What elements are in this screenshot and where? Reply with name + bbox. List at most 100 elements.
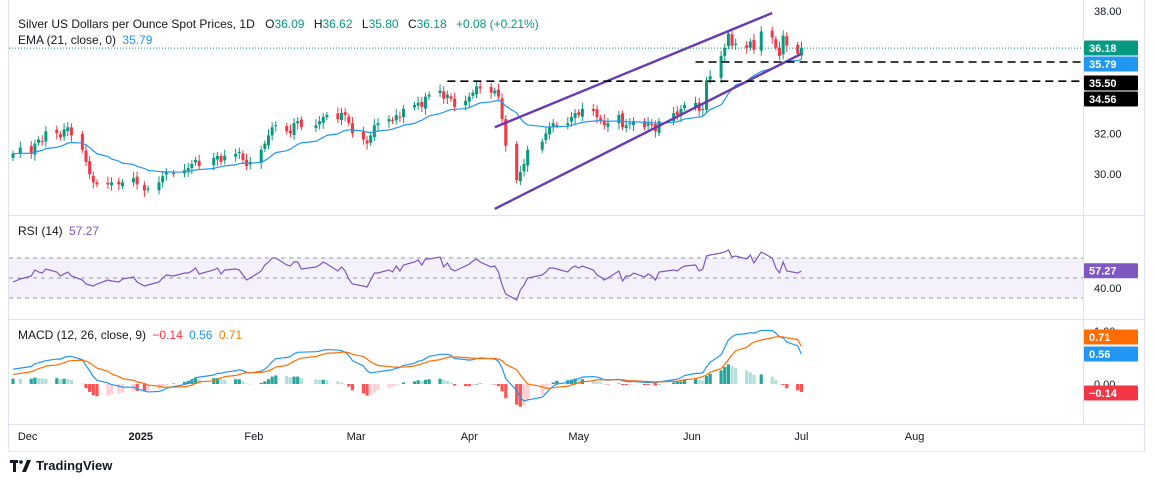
macd-histogram-bar bbox=[704, 376, 709, 384]
macd-histogram-bar bbox=[172, 383, 176, 384]
candle-body bbox=[142, 185, 146, 191]
signal-line bbox=[12, 336, 802, 389]
candle-body bbox=[799, 47, 803, 56]
macd-histogram-bar bbox=[135, 384, 139, 391]
macd-histogram-bar bbox=[288, 377, 292, 384]
macd-label: MACD (12, 26, close, 9) bbox=[18, 328, 147, 342]
price-tick-label: 32.00 bbox=[1094, 128, 1122, 140]
macd-value-label bbox=[1084, 346, 1138, 362]
macd-histogram-bar bbox=[442, 379, 446, 384]
macd-histogram-bar bbox=[719, 370, 723, 384]
candle-body bbox=[555, 124, 559, 126]
macd-histogram-bar bbox=[223, 379, 227, 384]
candle-body bbox=[427, 94, 431, 97]
macd-histogram-bar bbox=[339, 382, 344, 384]
candle-body bbox=[420, 101, 424, 107]
macd-histogram-bar bbox=[29, 378, 33, 384]
candle-body bbox=[263, 143, 267, 149]
candle-body bbox=[726, 33, 730, 47]
macd-histogram-bar bbox=[296, 376, 300, 384]
macd-histogram-bar bbox=[752, 374, 756, 384]
candle-body bbox=[361, 131, 365, 140]
macd-histogram-bar bbox=[427, 379, 431, 384]
macd-histogram-bar bbox=[595, 381, 599, 384]
candle-body bbox=[110, 182, 114, 186]
macd-histogram-bar bbox=[799, 384, 803, 392]
candle-body bbox=[234, 153, 238, 157]
macd-histogram-bar bbox=[343, 384, 347, 385]
chart-svg[interactable]: 38.00 32.00 30.00 36.18 35.79 35.50 34.56 40.00… bbox=[9, 0, 1146, 452]
candle-body bbox=[496, 89, 500, 97]
macd-histogram-bar bbox=[117, 384, 121, 394]
macd-histogram-bar bbox=[453, 384, 457, 386]
macd-histogram-bar bbox=[266, 379, 271, 384]
macd-histogram-bar bbox=[569, 379, 574, 384]
candle-body bbox=[515, 144, 519, 181]
macd-histogram-bar bbox=[496, 384, 501, 387]
macd-histogram-bar bbox=[526, 384, 530, 400]
candle-body bbox=[267, 135, 270, 146]
macd-histogram-bar bbox=[423, 379, 428, 384]
macd-histogram-bar bbox=[80, 383, 84, 384]
macd-line-value: 0.56 bbox=[189, 328, 213, 342]
ema-legend: EMA (21, close, 0) 35.79 bbox=[18, 33, 155, 47]
candle-body bbox=[416, 102, 420, 106]
time-axis-label: 2025 bbox=[129, 431, 153, 443]
macd-histogram-bar bbox=[551, 382, 555, 384]
macd-histogram-bar bbox=[259, 382, 263, 384]
candle-body bbox=[241, 153, 245, 160]
macd-histogram-bar bbox=[617, 383, 621, 384]
candle-body bbox=[369, 135, 373, 143]
candle-body bbox=[398, 116, 402, 118]
candle-body bbox=[172, 172, 176, 175]
macd-histogram-bar bbox=[270, 376, 274, 384]
macd-histogram-bar bbox=[620, 384, 625, 386]
candle-body bbox=[734, 43, 738, 45]
candle-body bbox=[95, 182, 99, 185]
macd-line bbox=[12, 329, 802, 402]
macd-histogram-bar bbox=[325, 380, 329, 384]
macd-histogram-bar bbox=[245, 383, 249, 384]
candle-body bbox=[299, 119, 303, 128]
candle-body bbox=[62, 129, 66, 137]
rsi-value-label-text: 57.27 bbox=[1089, 266, 1117, 278]
macd-histogram-bar bbox=[675, 381, 679, 384]
candle-body bbox=[642, 121, 646, 128]
ema-value: 35.79 bbox=[122, 33, 153, 47]
macd-histogram-bar bbox=[401, 382, 406, 384]
candle-body bbox=[478, 86, 482, 89]
macd-histogram-bar bbox=[602, 384, 606, 385]
candle-body bbox=[540, 141, 544, 150]
macd-histogram-bar bbox=[770, 376, 774, 384]
tradingview-logo[interactable]: TradingView bbox=[10, 458, 112, 473]
macd-histogram-bar bbox=[759, 374, 763, 384]
macd-histogram-bar bbox=[420, 380, 424, 384]
macd-histogram-bar bbox=[62, 378, 66, 384]
price-label-ema bbox=[1084, 56, 1138, 72]
rsi-value-label bbox=[1084, 263, 1138, 279]
candle-body bbox=[683, 104, 687, 109]
candle-body bbox=[464, 100, 468, 106]
price-label-text: 35.50 bbox=[1089, 78, 1117, 90]
candle-body bbox=[694, 102, 698, 107]
macd-histogram-bar bbox=[493, 384, 497, 385]
candle-body bbox=[599, 117, 603, 122]
candle-body bbox=[675, 111, 679, 116]
candle-body bbox=[602, 120, 606, 126]
brand-name: TradingView bbox=[36, 458, 113, 473]
price-label-level bbox=[1084, 91, 1138, 107]
macd-histogram-bar bbox=[372, 384, 376, 393]
macd-histogram-bar bbox=[398, 384, 402, 385]
ema-label: EMA (21, close, 0) bbox=[18, 33, 117, 47]
candle-body bbox=[394, 115, 398, 121]
price-label-text: 34.56 bbox=[1089, 94, 1117, 106]
macd-histogram-bar bbox=[573, 379, 577, 384]
macd-histogram-bar bbox=[285, 376, 289, 384]
price-tick-label: 38.00 bbox=[1094, 6, 1122, 18]
macd-histogram-bar bbox=[44, 378, 48, 384]
candle-body bbox=[131, 178, 135, 183]
candle-body bbox=[336, 113, 340, 120]
candle-body bbox=[796, 44, 800, 54]
candle-body bbox=[157, 182, 161, 191]
macd-histogram-bar bbox=[18, 378, 22, 384]
